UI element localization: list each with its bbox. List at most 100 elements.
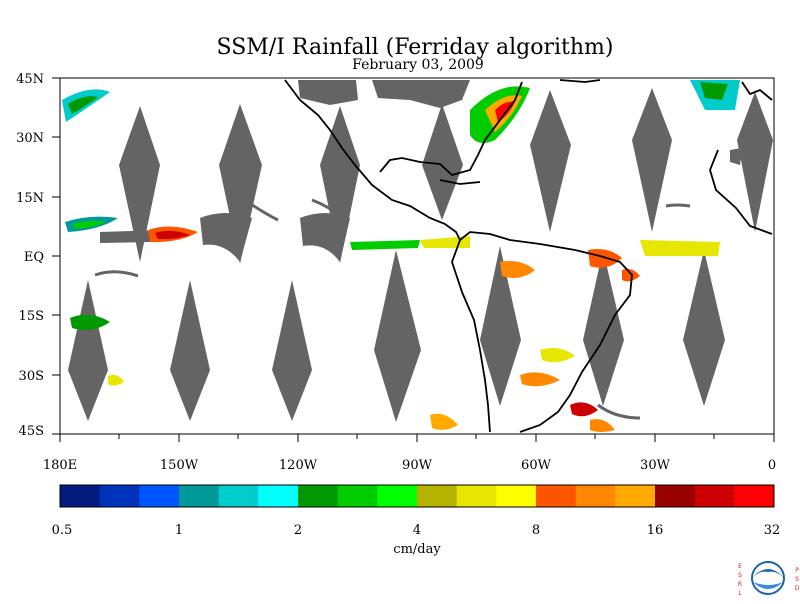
rain-patch: [108, 374, 124, 386]
colorbar-swatch: [60, 485, 101, 507]
rain-patch: [70, 314, 110, 330]
colorbar-tick: 32: [764, 523, 781, 538]
rainfall-patches: [62, 80, 740, 432]
colorbar-swatch: [139, 485, 180, 507]
colorbar-tick: 0.5: [52, 523, 73, 538]
colorbar-swatch: [734, 485, 775, 507]
colorbar-tick-labels: 0.5 1 2 4 8 16 32: [52, 523, 781, 538]
swath-gap: [219, 104, 262, 264]
swath-gap: [583, 250, 624, 406]
colorbar-swatch: [694, 485, 735, 507]
swath-gap: [422, 104, 463, 220]
colorbar-swatch: [298, 485, 339, 507]
colorbar-tick: 8: [532, 523, 540, 538]
lat-label: 45S: [19, 424, 44, 439]
noaa-emblem-icon: [751, 561, 785, 595]
colorbar-swatch: [615, 485, 656, 507]
lon-label: 90W: [402, 458, 433, 473]
swath-edge-arcs: [94, 198, 691, 420]
svg-text:L: L: [738, 590, 742, 597]
rain-patch: [430, 413, 458, 430]
colorbar-tick: 16: [647, 523, 664, 538]
swath-gap: [119, 106, 160, 262]
rain-patch: [700, 82, 728, 100]
svg-text:S: S: [738, 572, 742, 579]
svg-text:E: E: [738, 563, 742, 570]
colorbar-swatch: [496, 485, 537, 507]
rain-patch: [590, 419, 615, 432]
figure-title: SSM/I Rainfall (Ferriday algorithm): [217, 35, 614, 60]
swath-gap: [320, 106, 360, 263]
colorbar-swatch: [377, 485, 418, 507]
lat-label: 30S: [19, 369, 44, 384]
colorbar-unit: cm/day: [393, 542, 441, 557]
colorbar-swatch: [536, 485, 577, 507]
noaa-emblem-text: NOAA: [761, 572, 776, 578]
svg-text:S: S: [795, 576, 799, 583]
lon-label: 120W: [279, 458, 318, 473]
lat-label: EQ: [24, 250, 44, 265]
map-ticks: [52, 77, 775, 442]
swath-gap: [632, 88, 672, 232]
rain-patch: [62, 89, 110, 122]
coast-south-america-west: [451, 239, 491, 433]
colorbar: 0.5 1 2 4 8 16 32 cm/day: [52, 484, 781, 557]
lat-label: 15N: [16, 191, 44, 206]
esrl-psd-logo: E S R L NOAA P S D: [738, 561, 800, 597]
rain-patch: [68, 96, 98, 114]
svg-text:R: R: [738, 581, 742, 588]
coast-greenland: [559, 79, 601, 83]
swath-gap: [737, 92, 773, 232]
lat-label: 45N: [16, 72, 44, 87]
rain-patch: [155, 230, 190, 240]
map-panel: 45N 30N 15N EQ 15S 30S 45S 180E 150W 120…: [16, 72, 776, 473]
swath-gap: [480, 246, 521, 406]
figure-subtitle: February 03, 2009: [352, 57, 484, 73]
colorbar-swatch: [337, 485, 378, 507]
colorbar-swatch: [655, 485, 696, 507]
swath-gap: [374, 250, 421, 422]
colorbar-frame: [59, 484, 775, 508]
logo-left-letters: E S R L: [738, 563, 742, 597]
lat-label: 30N: [16, 131, 44, 146]
lon-label: 0: [768, 458, 776, 473]
rain-patch: [570, 402, 598, 417]
swath-gap: [372, 80, 470, 108]
colorbar-tick: 4: [413, 523, 421, 538]
latitude-labels: 45N 30N 15N EQ 15S 30S 45S: [16, 72, 44, 439]
swath-gap: [683, 250, 725, 406]
lon-label: 60W: [521, 458, 552, 473]
swath-gap: [200, 213, 252, 262]
rain-patch: [540, 348, 575, 363]
no-data-swaths: [68, 80, 773, 422]
swath-gap: [300, 213, 350, 262]
coast-caribbean: [439, 179, 481, 185]
colorbar-tick: 1: [175, 523, 183, 538]
logo-right-letters: P S D: [795, 567, 800, 592]
longitude-labels: 180E 150W 120W 90W 60W 30W 0: [43, 458, 776, 473]
swath-gap: [170, 280, 210, 421]
rain-patch: [520, 372, 560, 387]
coast-europe: [741, 81, 773, 101]
rain-patch: [72, 220, 106, 229]
colorbar-swatch: [417, 485, 458, 507]
swath-gap: [272, 280, 312, 421]
coast-gulf: [379, 81, 523, 177]
swath-gap: [530, 90, 571, 232]
swath-gap: [730, 148, 742, 165]
swath-gap: [298, 80, 358, 105]
lon-label: 150W: [160, 458, 199, 473]
coast-north-america: [284, 79, 461, 241]
coastlines: [284, 79, 773, 433]
lon-label: 30W: [640, 458, 671, 473]
lon-label: 180E: [43, 458, 77, 473]
colorbar-swatch: [456, 485, 497, 507]
colorbar-swatch: [99, 485, 140, 507]
lat-label: 15S: [19, 309, 44, 324]
colorbar-swatches: [60, 485, 775, 507]
colorbar-swatch: [575, 485, 616, 507]
swath-gap: [68, 280, 108, 421]
svg-text:D: D: [795, 585, 800, 592]
svg-text:P: P: [795, 567, 799, 574]
